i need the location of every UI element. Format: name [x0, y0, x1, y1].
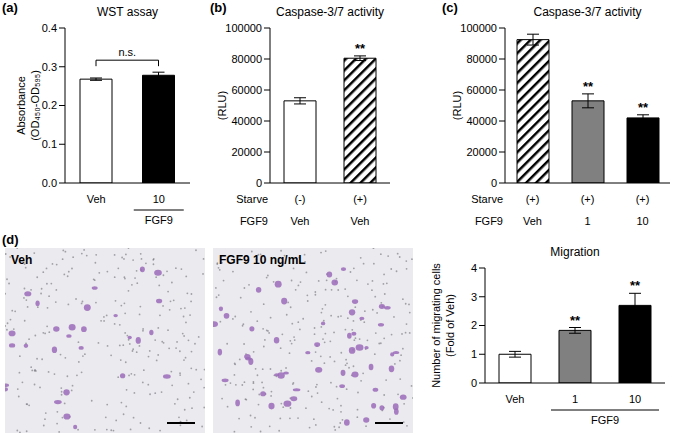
svg-text:(RLU): (RLU): [216, 91, 228, 120]
html-text:(a): (a): [2, 0, 18, 15]
svg-text:Number of migrating cells: Number of migrating cells: [430, 263, 442, 388]
svg-text:(Fold of Veh): (Fold of Veh): [444, 294, 456, 357]
svg-text:(+): (+): [353, 193, 367, 205]
svg-text:2: 2: [471, 319, 477, 331]
svg-text:10: 10: [153, 193, 165, 205]
svg-text:Migration: Migration: [550, 245, 599, 259]
svg-text:FGF9: FGF9: [475, 215, 503, 227]
svg-text:100000: 100000: [225, 22, 262, 34]
svg-text:40000: 40000: [466, 115, 497, 127]
svg-text:Veh: Veh: [11, 253, 32, 267]
html-text:(d): (d): [2, 232, 19, 247]
svg-text:Veh: Veh: [506, 393, 525, 405]
svg-text:100000: 100000: [460, 22, 497, 34]
svg-text:60000: 60000: [466, 84, 497, 96]
svg-text:(OD₄₅₀-OD₅₉₅): (OD₄₅₀-OD₅₉₅): [29, 70, 41, 141]
svg-text:20000: 20000: [466, 146, 497, 158]
html-text:(b): (b): [210, 0, 227, 15]
svg-text:(RLU): (RLU): [451, 91, 463, 120]
svg-text:FGF9: FGF9: [591, 414, 619, 426]
svg-text:0.1: 0.1: [42, 138, 57, 150]
svg-text:Starve: Starve: [471, 193, 503, 205]
svg-text:4: 4: [471, 262, 477, 274]
svg-text:Starve: Starve: [236, 193, 268, 205]
svg-text:n.s.: n.s.: [118, 46, 136, 58]
svg-text:**: **: [630, 278, 641, 293]
svg-text:80000: 80000: [231, 53, 262, 65]
svg-text:(+): (+): [636, 193, 650, 205]
svg-text:(-): (-): [295, 193, 306, 205]
svg-text:Caspase-3/7 activity: Caspase-3/7 activity: [276, 5, 384, 19]
svg-text:Veh: Veh: [291, 215, 310, 227]
svg-text:(+): (+): [581, 193, 595, 205]
svg-text:WST assay: WST assay: [97, 5, 158, 19]
svg-text:80000: 80000: [466, 53, 497, 65]
svg-text:**: **: [570, 313, 581, 328]
svg-text:1: 1: [572, 393, 578, 405]
html-text:(c): (c): [442, 0, 458, 15]
svg-text:**: **: [583, 79, 594, 94]
svg-text:1: 1: [471, 348, 477, 360]
svg-text:Veh: Veh: [523, 215, 542, 227]
svg-text:FGF9: FGF9: [145, 214, 173, 226]
svg-text:1: 1: [584, 215, 590, 227]
svg-text:Veh: Veh: [351, 215, 370, 227]
svg-text:FGF9 10 ng/mL: FGF9 10 ng/mL: [219, 253, 306, 267]
svg-text:10: 10: [629, 393, 641, 405]
svg-text:10: 10: [636, 215, 648, 227]
svg-text:20000: 20000: [231, 146, 262, 158]
svg-text:0.4: 0.4: [42, 22, 57, 34]
svg-text:Absorbance: Absorbance: [15, 76, 27, 135]
svg-text:0: 0: [471, 377, 477, 389]
svg-text:0: 0: [491, 177, 497, 189]
svg-text:0.3: 0.3: [42, 61, 57, 73]
svg-text:0.2: 0.2: [42, 99, 57, 111]
svg-text:FGF9: FGF9: [240, 215, 268, 227]
svg-text:0: 0: [256, 177, 262, 189]
svg-text:Veh: Veh: [87, 193, 106, 205]
svg-text:60000: 60000: [231, 84, 262, 96]
svg-text:Caspase-3/7 activity: Caspase-3/7 activity: [533, 5, 641, 19]
svg-text:3: 3: [471, 291, 477, 303]
svg-text:(+): (+): [526, 193, 540, 205]
svg-text:**: **: [355, 41, 366, 56]
svg-text:40000: 40000: [231, 115, 262, 127]
svg-text:0.0: 0.0: [42, 177, 57, 189]
svg-text:**: **: [638, 100, 649, 115]
